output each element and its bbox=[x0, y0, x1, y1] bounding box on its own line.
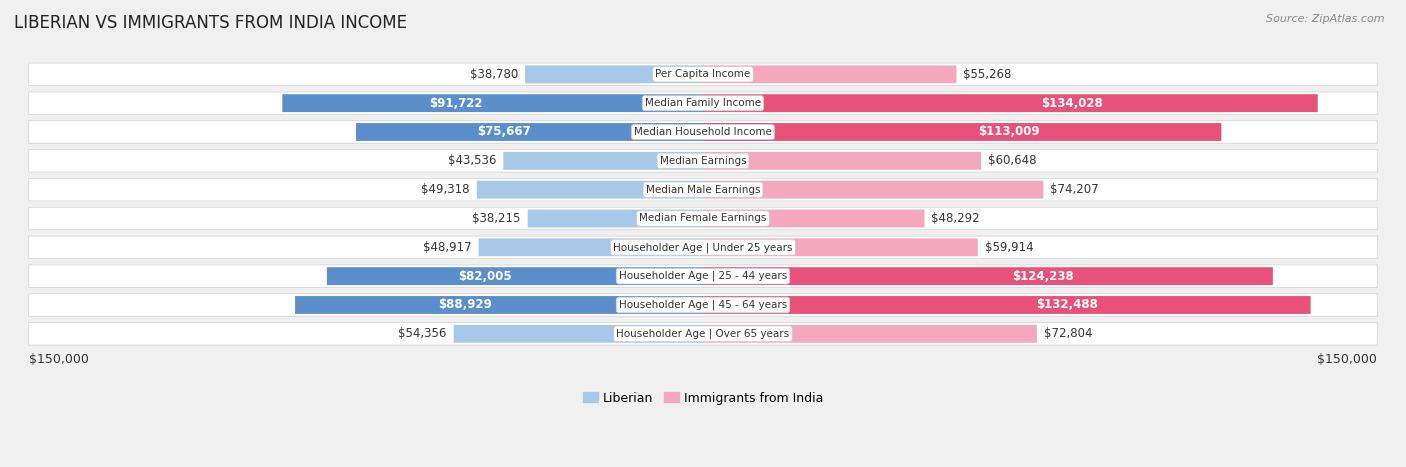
Text: Median Family Income: Median Family Income bbox=[645, 98, 761, 108]
Text: Median Male Earnings: Median Male Earnings bbox=[645, 184, 761, 195]
Legend: Liberian, Immigrants from India: Liberian, Immigrants from India bbox=[578, 387, 828, 410]
Text: Householder Age | 45 - 64 years: Householder Age | 45 - 64 years bbox=[619, 300, 787, 310]
FancyBboxPatch shape bbox=[28, 63, 1378, 85]
Text: $82,005: $82,005 bbox=[458, 269, 512, 283]
Text: $54,356: $54,356 bbox=[398, 327, 447, 340]
Text: $43,536: $43,536 bbox=[449, 154, 496, 167]
Text: $55,268: $55,268 bbox=[963, 68, 1012, 81]
Text: $59,914: $59,914 bbox=[984, 241, 1033, 254]
Text: $48,292: $48,292 bbox=[931, 212, 980, 225]
FancyBboxPatch shape bbox=[28, 323, 1378, 345]
FancyBboxPatch shape bbox=[326, 267, 703, 285]
FancyBboxPatch shape bbox=[703, 325, 1038, 343]
FancyBboxPatch shape bbox=[28, 236, 1378, 259]
Text: Per Capita Income: Per Capita Income bbox=[655, 69, 751, 79]
Text: Source: ZipAtlas.com: Source: ZipAtlas.com bbox=[1267, 14, 1385, 24]
Text: $74,207: $74,207 bbox=[1050, 183, 1099, 196]
FancyBboxPatch shape bbox=[703, 238, 977, 256]
FancyBboxPatch shape bbox=[477, 181, 703, 198]
FancyBboxPatch shape bbox=[283, 94, 703, 112]
Text: $38,780: $38,780 bbox=[470, 68, 519, 81]
Text: $72,804: $72,804 bbox=[1043, 327, 1092, 340]
FancyBboxPatch shape bbox=[28, 207, 1378, 230]
Text: $150,000: $150,000 bbox=[1317, 353, 1378, 366]
Text: $132,488: $132,488 bbox=[1036, 298, 1098, 311]
FancyBboxPatch shape bbox=[28, 178, 1378, 201]
FancyBboxPatch shape bbox=[703, 296, 1310, 314]
FancyBboxPatch shape bbox=[527, 210, 703, 227]
FancyBboxPatch shape bbox=[503, 152, 703, 170]
Text: $134,028: $134,028 bbox=[1040, 97, 1102, 110]
Text: Householder Age | Over 65 years: Householder Age | Over 65 years bbox=[616, 329, 790, 339]
FancyBboxPatch shape bbox=[703, 181, 1043, 198]
Text: Householder Age | Under 25 years: Householder Age | Under 25 years bbox=[613, 242, 793, 253]
Text: Householder Age | 25 - 44 years: Householder Age | 25 - 44 years bbox=[619, 271, 787, 282]
Text: $75,667: $75,667 bbox=[478, 126, 531, 139]
Text: Median Female Earnings: Median Female Earnings bbox=[640, 213, 766, 224]
FancyBboxPatch shape bbox=[28, 265, 1378, 287]
Text: $38,215: $38,215 bbox=[472, 212, 520, 225]
FancyBboxPatch shape bbox=[28, 121, 1378, 143]
Text: $150,000: $150,000 bbox=[28, 353, 89, 366]
FancyBboxPatch shape bbox=[356, 123, 703, 141]
Text: $60,648: $60,648 bbox=[988, 154, 1036, 167]
FancyBboxPatch shape bbox=[703, 65, 956, 83]
Text: $49,318: $49,318 bbox=[422, 183, 470, 196]
Text: Median Earnings: Median Earnings bbox=[659, 156, 747, 166]
FancyBboxPatch shape bbox=[703, 94, 1317, 112]
FancyBboxPatch shape bbox=[28, 294, 1378, 316]
Text: $48,917: $48,917 bbox=[423, 241, 472, 254]
Text: $113,009: $113,009 bbox=[979, 126, 1040, 139]
FancyBboxPatch shape bbox=[478, 238, 703, 256]
FancyBboxPatch shape bbox=[295, 296, 703, 314]
FancyBboxPatch shape bbox=[703, 210, 925, 227]
FancyBboxPatch shape bbox=[703, 267, 1272, 285]
FancyBboxPatch shape bbox=[703, 152, 981, 170]
Text: $88,929: $88,929 bbox=[437, 298, 492, 311]
FancyBboxPatch shape bbox=[703, 123, 1222, 141]
FancyBboxPatch shape bbox=[28, 149, 1378, 172]
FancyBboxPatch shape bbox=[454, 325, 703, 343]
Text: LIBERIAN VS IMMIGRANTS FROM INDIA INCOME: LIBERIAN VS IMMIGRANTS FROM INDIA INCOME bbox=[14, 14, 408, 32]
Text: $91,722: $91,722 bbox=[430, 97, 484, 110]
FancyBboxPatch shape bbox=[28, 92, 1378, 114]
Text: Median Household Income: Median Household Income bbox=[634, 127, 772, 137]
FancyBboxPatch shape bbox=[524, 65, 703, 83]
Text: $124,238: $124,238 bbox=[1012, 269, 1073, 283]
